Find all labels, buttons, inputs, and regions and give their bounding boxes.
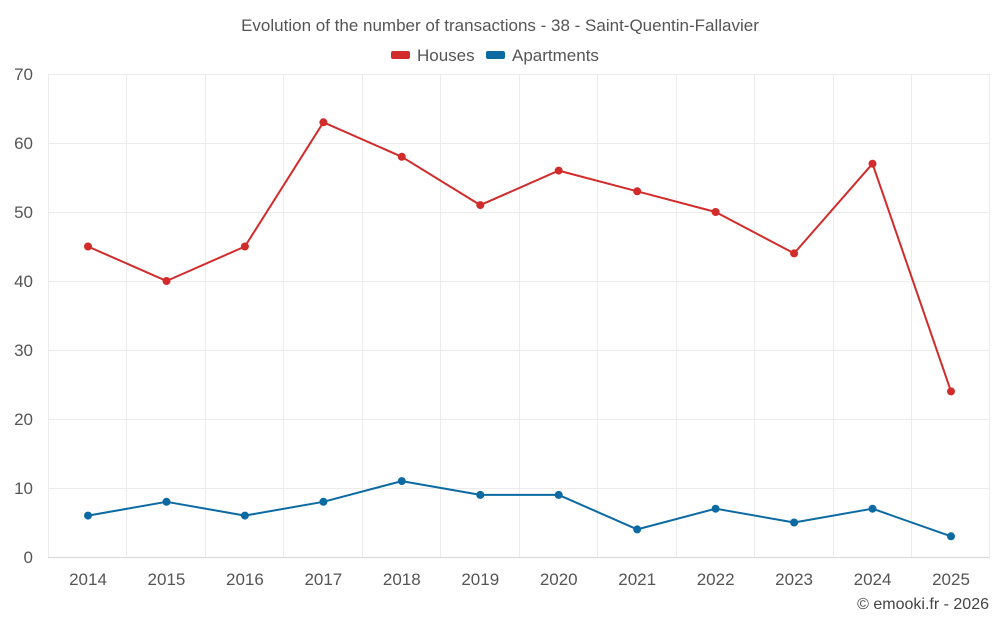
- x-tick-label: 2016: [226, 570, 264, 589]
- chart-title: Evolution of the number of transactions …: [241, 16, 759, 35]
- y-axis-ticks: 0 10 20 30 40 50 60 70: [14, 65, 33, 567]
- y-tick-label: 20: [14, 410, 33, 429]
- x-axis-ticks: 2014 2015 2016 2017 2018 2019 2020 2021 2022 2023…: [69, 570, 970, 589]
- y-tick-label: 40: [14, 272, 33, 291]
- x-tick-label: 2024: [854, 570, 892, 589]
- data-point-houses[interactable]: [633, 187, 642, 196]
- y-tick-label: 60: [14, 134, 33, 153]
- x-tick-label: 2014: [69, 570, 107, 589]
- data-point-houses[interactable]: [554, 166, 563, 175]
- x-tick-label: 2023: [775, 570, 813, 589]
- legend: Houses Apartments: [391, 46, 599, 65]
- x-tick-label: 2018: [383, 570, 421, 589]
- data-point-houses[interactable]: [711, 208, 720, 216]
- data-point-houses[interactable]: [947, 387, 955, 396]
- data-point-houses[interactable]: [476, 201, 485, 210]
- data-point-apartments[interactable]: [790, 518, 799, 527]
- data-point-houses[interactable]: [162, 277, 171, 285]
- y-tick-label: 70: [14, 65, 33, 84]
- x-tick-label: 2025: [932, 570, 970, 589]
- x-gridlines: [48, 74, 990, 557]
- series-apartments: [84, 477, 955, 541]
- data-point-apartments[interactable]: [868, 504, 877, 513]
- data-point-apartments[interactable]: [397, 477, 406, 486]
- data-point-houses[interactable]: [240, 242, 249, 251]
- x-tick-label: 2015: [148, 570, 186, 589]
- data-point-apartments[interactable]: [240, 511, 249, 520]
- legend-label-houses: Houses: [417, 46, 475, 65]
- data-point-houses[interactable]: [319, 118, 328, 127]
- credit-text: © emooki.fr - 2026: [857, 596, 989, 613]
- y-tick-label: 0: [24, 548, 33, 567]
- data-point-apartments[interactable]: [711, 504, 720, 513]
- data-point-apartments[interactable]: [162, 497, 171, 506]
- legend-swatch-houses: [391, 51, 410, 59]
- series-line-apartments: [87, 480, 952, 538]
- y-tick-label: 50: [14, 203, 33, 222]
- x-tick-label: 2020: [540, 570, 578, 589]
- y-tick-label: 30: [14, 341, 33, 360]
- legend-item-apartments[interactable]: Apartments: [486, 46, 599, 65]
- series-houses: [84, 118, 955, 396]
- data-point-houses[interactable]: [84, 242, 92, 251]
- x-tick-label: 2019: [461, 570, 499, 589]
- data-point-apartments[interactable]: [633, 525, 642, 534]
- data-point-apartments[interactable]: [476, 490, 485, 499]
- data-point-apartments[interactable]: [947, 532, 955, 541]
- legend-item-houses[interactable]: Houses: [391, 46, 475, 65]
- x-tick-label: 2022: [697, 570, 735, 589]
- data-point-houses[interactable]: [790, 249, 799, 258]
- legend-label-apartments: Apartments: [512, 46, 599, 65]
- x-tick-label: 2021: [618, 570, 656, 589]
- data-point-apartments[interactable]: [319, 497, 328, 506]
- data-point-apartments[interactable]: [84, 511, 92, 520]
- y-tick-label: 10: [14, 479, 33, 498]
- data-point-apartments[interactable]: [554, 490, 563, 499]
- data-point-houses[interactable]: [868, 159, 877, 168]
- series-line-houses: [87, 121, 952, 393]
- x-tick-label: 2017: [304, 570, 342, 589]
- data-point-houses[interactable]: [397, 152, 406, 161]
- series-layer: [84, 118, 955, 541]
- legend-swatch-apartments: [486, 51, 505, 59]
